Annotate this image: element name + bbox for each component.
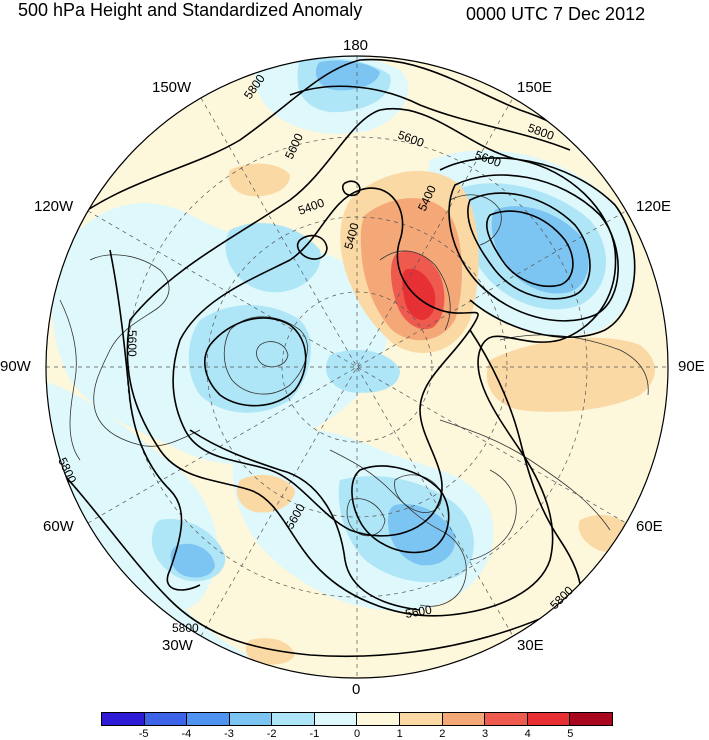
negative-anomaly-core	[326, 350, 400, 393]
negative-anomaly-core	[188, 305, 311, 413]
contour-n-ring	[289, 85, 571, 151]
contour-5400-polar	[172, 187, 479, 537]
contour-ne-ring	[439, 157, 636, 338]
contour-atlantic	[189, 429, 421, 611]
colorbar-swatch	[186, 713, 229, 725]
colorbar-swatch	[441, 713, 485, 725]
colorbar-tick-label: -2	[266, 728, 277, 740]
lon-label-150w: 150W	[152, 79, 192, 96]
colorbar-tick-label: 4	[524, 728, 531, 740]
lon-label-0: 0	[352, 681, 361, 698]
colorbar	[101, 712, 613, 726]
colorbar-swatch	[271, 713, 314, 725]
lon-label-60w: 60W	[43, 518, 74, 535]
contour-label: 5400	[341, 221, 362, 251]
coastlines	[59, 194, 649, 607]
colorbar-swatch	[356, 713, 400, 725]
map-timestamp: 0000 UTC 7 Dec 2012	[466, 4, 646, 24]
lon-label-150e: 150E	[517, 79, 553, 96]
positive-anomaly-region	[486, 337, 655, 412]
lon-label-90w: 90W	[0, 358, 31, 375]
contour-east	[469, 329, 582, 621]
map-border	[45, 55, 669, 679]
contour-nest-sib	[448, 174, 619, 322]
colorbar-tick-label: -1	[309, 728, 320, 740]
lon-label-120e: 120E	[636, 198, 672, 215]
negative-anomaly-strong	[170, 543, 215, 578]
positive-anomaly-region	[228, 163, 290, 197]
colorbar-swatch	[484, 713, 527, 725]
colorbar-tick-label: 2	[439, 728, 446, 740]
contour-inner-arctic	[296, 234, 328, 260]
colorbar-tick-label: -5	[138, 728, 149, 740]
colorbar-tick-label: 1	[396, 728, 403, 740]
lon-label-60e: 60E	[636, 518, 663, 535]
contour-5200-sib	[467, 192, 591, 300]
colorbar-tick-label: 5	[567, 728, 574, 740]
lon-label-30w: 30W	[162, 637, 193, 654]
colorbar-swatch	[228, 713, 272, 725]
colorbar-tick-label: 3	[481, 728, 489, 740]
positive-anomaly-region	[245, 638, 295, 665]
lon-label-180: 180	[343, 37, 369, 54]
colorbar-swatch	[143, 713, 187, 725]
lon-label-120w: 120W	[34, 198, 74, 215]
colorbar-swatch	[313, 713, 357, 725]
contour-5000-sib	[486, 210, 574, 287]
map-title: 500 hPa Height and Standardized Anomaly	[18, 0, 363, 20]
lon-label-30e: 30E	[517, 637, 544, 654]
colorbar-tick-label: -4	[181, 728, 192, 740]
colorbar-swatch	[526, 713, 570, 725]
colorbar-swatch	[399, 713, 442, 725]
lon-label-90e: 90E	[678, 358, 705, 375]
negative-anomaly-strong	[491, 206, 589, 294]
positive-anomaly-region	[236, 474, 295, 513]
contour-5600-polar	[126, 107, 617, 617]
negative-anomaly-strong	[388, 504, 456, 566]
contour-label: 5800	[172, 621, 199, 635]
contour-label: 5600	[404, 602, 433, 620]
anomaly-shading	[46, 56, 668, 678]
contour-5200-lobe	[204, 317, 307, 407]
contour-inner-small	[341, 180, 361, 197]
colorbar-tick-label: 0	[353, 728, 361, 740]
colorbar-swatch	[102, 713, 144, 725]
contour-5000-eu	[351, 465, 450, 554]
colorbar-tick-label: -3	[224, 728, 234, 740]
colorbar-swatch	[569, 713, 612, 725]
negative-anomaly-core	[225, 222, 321, 293]
negative-anomaly-strong	[315, 60, 380, 91]
positive-anomaly-peak	[402, 268, 436, 320]
contour-west-usa	[109, 249, 201, 591]
contour-label: 5600	[125, 330, 139, 357]
